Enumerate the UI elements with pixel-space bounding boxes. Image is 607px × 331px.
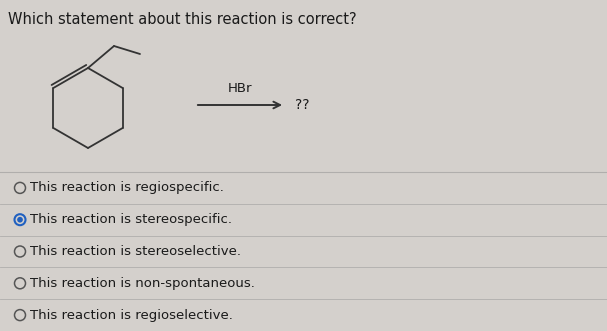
Text: Which statement about this reaction is correct?: Which statement about this reaction is c… [8, 12, 357, 27]
Text: ??: ?? [295, 98, 310, 112]
Text: This reaction is regiospecific.: This reaction is regiospecific. [30, 181, 225, 194]
Text: This reaction is stereospecific.: This reaction is stereospecific. [30, 213, 232, 226]
Text: HBr: HBr [228, 82, 253, 95]
Circle shape [17, 217, 23, 222]
Text: This reaction is stereoselective.: This reaction is stereoselective. [30, 245, 242, 258]
Text: This reaction is non-spontaneous.: This reaction is non-spontaneous. [30, 277, 256, 290]
Text: This reaction is regioselective.: This reaction is regioselective. [30, 308, 233, 322]
